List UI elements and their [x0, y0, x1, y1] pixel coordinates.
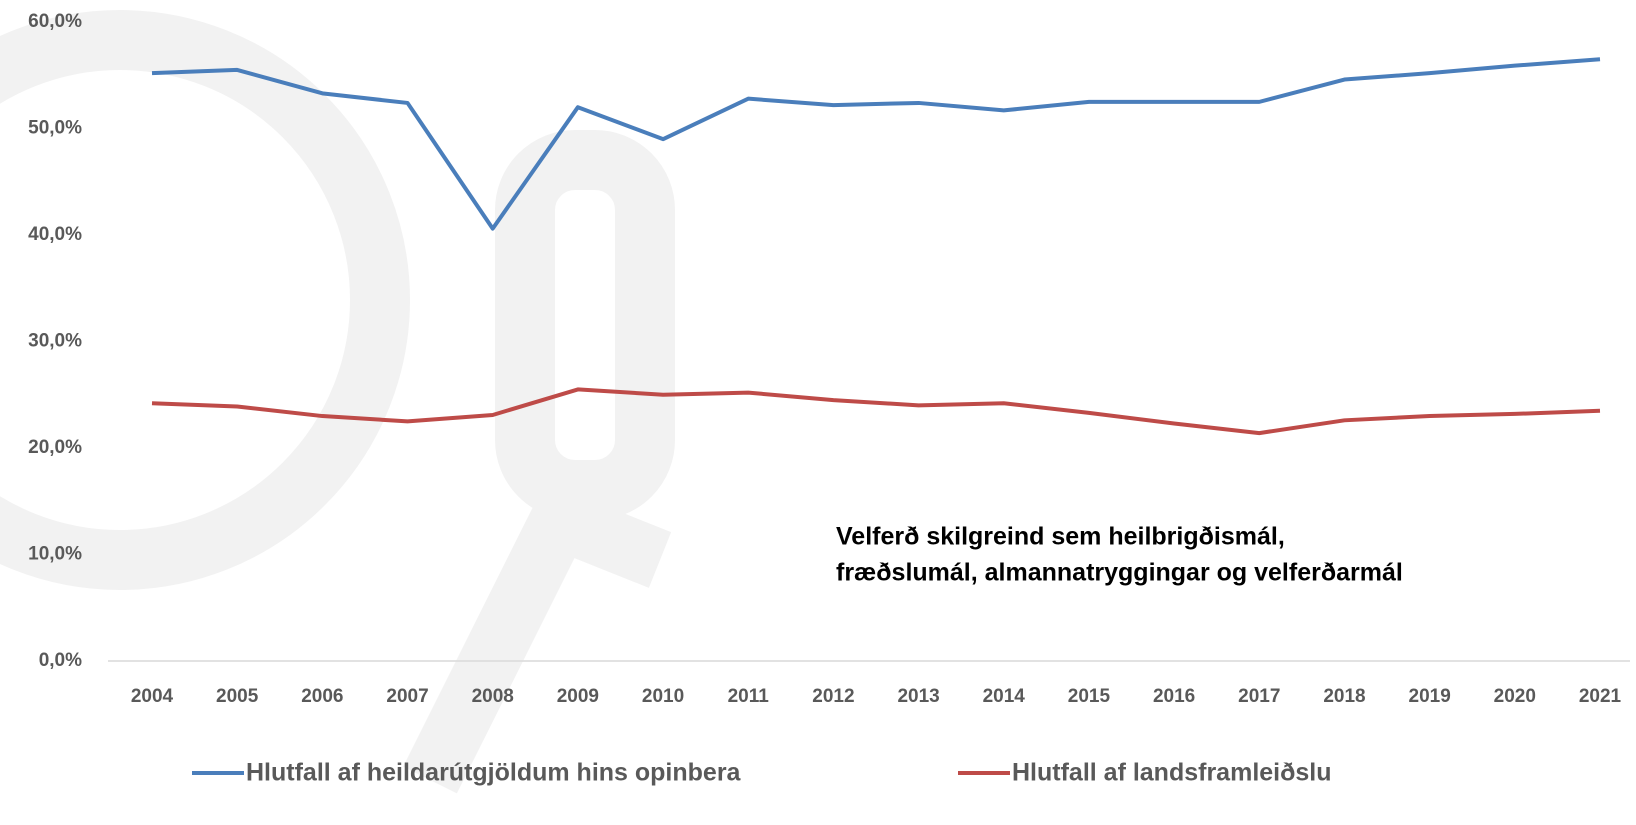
annotation: fræðslumál, almannatryggingar og velferð… — [836, 559, 1403, 587]
x-tick-label: 2019 — [1409, 686, 1451, 707]
x-tick-label: 2020 — [1494, 686, 1536, 707]
y-tick-label: 40,0% — [28, 224, 82, 245]
x-tick-label: 2018 — [1323, 686, 1365, 707]
x-tick-label: 2006 — [301, 686, 343, 707]
x-tick-label: 2014 — [983, 686, 1026, 707]
annotation: Velferð skilgreind sem heilbrigðismál, — [836, 523, 1285, 551]
y-tick-label: 60,0% — [28, 11, 82, 32]
x-tick-label: 2017 — [1238, 686, 1280, 707]
x-tick-label: 2005 — [216, 686, 259, 707]
x-tick-label: 2009 — [557, 686, 599, 707]
x-tick-label: 2004 — [131, 686, 174, 707]
watermark — [0, 40, 660, 780]
x-tick-label: 2013 — [897, 686, 939, 707]
y-tick-label: 20,0% — [28, 437, 82, 458]
chart: 0,0% 10,0% 20,0% 30,0% 40,0% 50,0% 60,0% 2004 20… — [0, 0, 1636, 825]
x-tick-label: 2015 — [1068, 686, 1111, 707]
x-tick-label: 2012 — [812, 686, 854, 707]
y-tick-label: 10,0% — [28, 544, 82, 565]
y-tick-label: 0,0% — [39, 650, 82, 671]
x-tick-label: 2016 — [1153, 686, 1195, 707]
legend-label: Hlutfall af heildarútgjöldum hins opinbe… — [246, 759, 742, 787]
legend-label: Hlutfall af landsframleiðslu — [1012, 759, 1332, 787]
y-tick-label: 30,0% — [28, 331, 82, 352]
x-tick-label: 2008 — [472, 686, 514, 707]
x-tick-label: 2021 — [1579, 686, 1622, 707]
x-tick-label: 2010 — [642, 686, 684, 707]
y-tick-label: 50,0% — [28, 118, 82, 139]
x-tick-label: 2011 — [728, 686, 770, 707]
x-tick-label: 2007 — [386, 686, 428, 707]
